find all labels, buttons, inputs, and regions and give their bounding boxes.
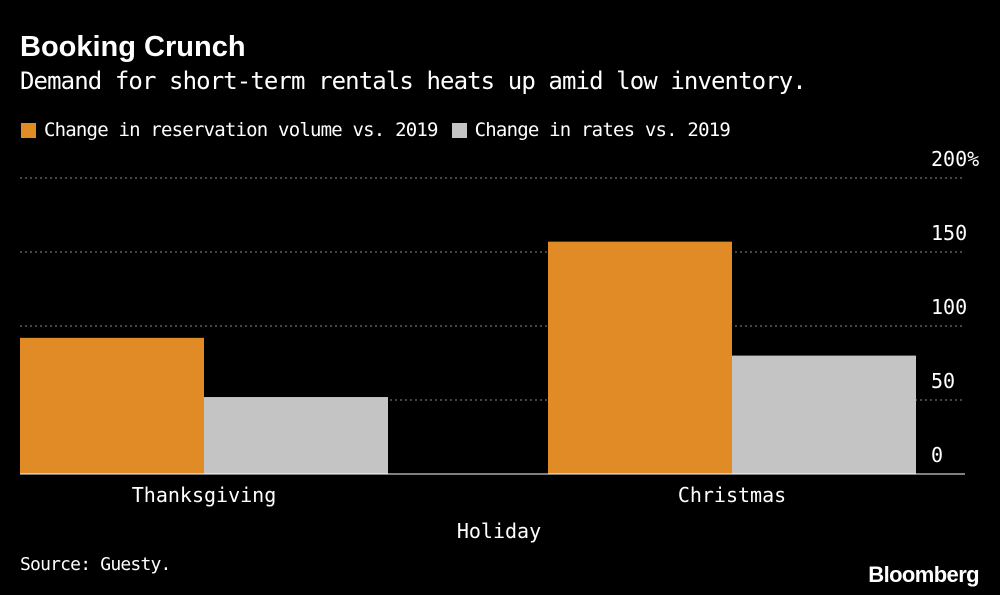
legend-swatch-reservation-volume <box>21 122 36 138</box>
legend-item-reservation-volume: Change in reservation volume vs. 2019 <box>21 119 438 141</box>
legend: Change in reservation volume vs. 2019 Ch… <box>21 116 744 144</box>
legend-swatch-rates <box>451 122 467 138</box>
y-tick-label: 50 <box>931 369 955 393</box>
source-note: Source: Guesty. <box>20 554 171 575</box>
bar-rates <box>204 397 388 474</box>
legend-label-reservation-volume: Change in reservation volume vs. 2019 <box>44 119 438 141</box>
x-tick-label: Christmas <box>678 483 786 507</box>
bloomberg-logo: Bloomberg <box>868 562 979 587</box>
legend-label-rates: Change in rates vs. 2019 <box>474 119 731 141</box>
y-tick-label: 200% <box>931 147 979 171</box>
y-tick-label: 150 <box>931 221 967 245</box>
chart-subtitle: Demand for short-term rentals heats up a… <box>20 67 807 95</box>
y-tick-label: 100 <box>931 295 967 319</box>
legend-item-rates: Change in rates vs. 2019 <box>451 119 731 141</box>
x-axis-title: Holiday <box>457 519 541 543</box>
bar-reservation-volume <box>20 337 204 474</box>
x-tick-label: Thanksgiving <box>132 483 277 507</box>
y-tick-label: 0 <box>931 443 943 467</box>
chart-title: Booking Crunch <box>20 31 246 63</box>
bar-rates <box>732 355 916 474</box>
bar-reservation-volume <box>548 241 732 474</box>
